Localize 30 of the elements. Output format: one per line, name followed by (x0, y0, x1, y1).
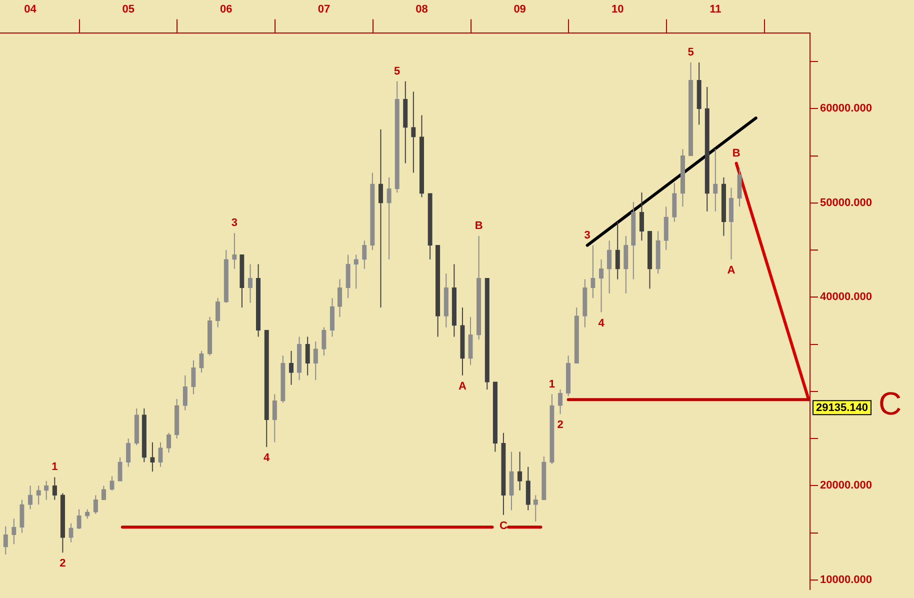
annotation: 4 (598, 317, 606, 330)
y-tick-label: 20000.000 (820, 480, 872, 492)
annotation: 5 (394, 65, 400, 78)
annotation: B (732, 147, 740, 160)
x-tick-label: 10 (611, 4, 624, 16)
annotation: 3 (231, 217, 238, 230)
y-tick-label: 40000.000 (820, 291, 872, 304)
x-tick-label: 11 (710, 4, 722, 16)
annotation: C (499, 520, 508, 532)
x-tick-label: 04 (24, 4, 38, 16)
x-tick-label: 07 (318, 4, 330, 16)
annotation: 2 (557, 419, 564, 432)
y-tick-label: 10000.000 (820, 574, 872, 586)
annotation: 1 (548, 378, 556, 390)
annotation: 3 (584, 229, 590, 242)
text: C (878, 385, 902, 422)
annotation: 1 (52, 461, 58, 474)
x-tick-label: 06 (220, 4, 232, 16)
annotation: 2 (60, 558, 66, 570)
annotation: A (458, 380, 466, 392)
x-tick-label: 09 (514, 4, 526, 16)
annotation: 5 (688, 46, 694, 58)
y-tick-label: 50000.000 (820, 196, 872, 209)
annotation: A (727, 264, 736, 276)
annotation: B (474, 220, 483, 232)
x-tick-label: 08 (416, 4, 428, 16)
annotation: 4 (264, 452, 271, 464)
x-tick-label: 05 (122, 4, 134, 16)
annotation: 29135.140 (816, 402, 868, 414)
y-tick-label: 60000.000 (820, 102, 872, 115)
